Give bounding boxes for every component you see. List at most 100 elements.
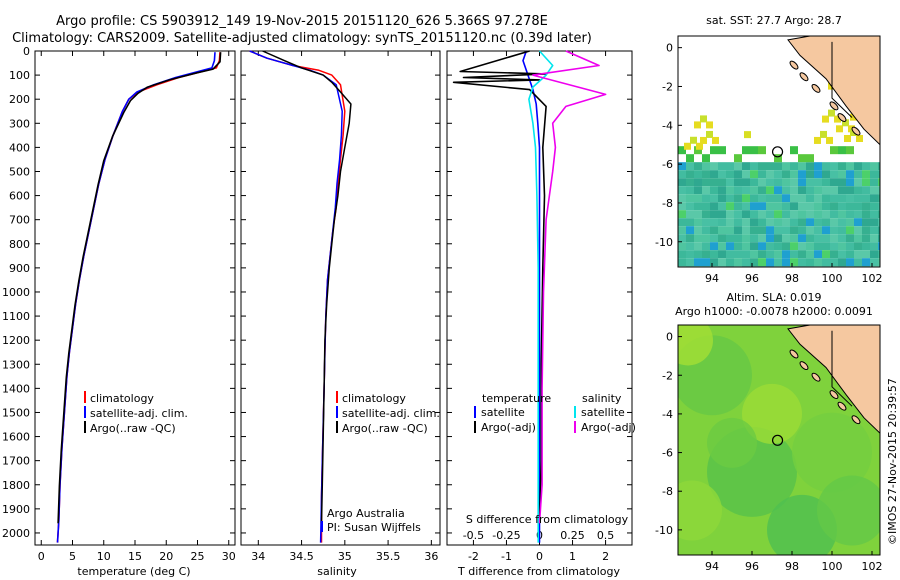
island — [829, 101, 839, 111]
sst-cell — [838, 210, 846, 219]
sst-cell — [806, 194, 814, 203]
series-line-climatology — [249, 50, 346, 543]
sst-cell — [854, 186, 862, 195]
x-tick-label: 34 — [251, 550, 265, 563]
sst-cell — [742, 170, 750, 179]
sst-cell — [814, 136, 821, 144]
sst-cell — [774, 218, 782, 227]
temperature-legend: climatology satellite-adj. clim. Argo(..… — [84, 391, 188, 435]
y-tick-label: 600 — [9, 190, 30, 203]
sst-cell — [702, 210, 710, 219]
island — [851, 415, 861, 425]
sst-cell — [838, 186, 846, 195]
sst-cell — [694, 121, 701, 129]
sst-cell — [766, 210, 774, 219]
legend-swatch-satellite — [84, 406, 86, 418]
sst-cell — [862, 234, 870, 243]
series-line-s-argo-adj- — [532, 50, 607, 524]
sst-cell — [702, 154, 710, 163]
sst-cell — [862, 162, 870, 171]
sst-cell — [702, 194, 710, 203]
sst-cell — [694, 178, 702, 187]
sst-cell — [710, 218, 718, 227]
island — [837, 113, 847, 122]
sst-cell — [862, 202, 870, 211]
sst-cell — [838, 234, 846, 243]
sst-cell — [758, 234, 766, 243]
sst-cell — [830, 226, 838, 235]
sst-cell — [822, 162, 830, 171]
sst-cell — [710, 162, 718, 171]
sst-cell — [718, 210, 726, 219]
sst-cell — [862, 258, 870, 267]
sst-cell — [822, 202, 830, 211]
x-tick-label: 10 — [97, 550, 111, 563]
s-tick-label: -0.25 — [492, 529, 520, 542]
sst-cell — [726, 194, 734, 203]
sst-cell — [750, 210, 758, 219]
sla-blob — [742, 383, 802, 444]
sst-cell — [846, 162, 854, 171]
lat-tick-label: -8 — [662, 485, 673, 498]
legend-label-climatology: climatology — [342, 392, 406, 405]
sst-cell — [790, 162, 798, 171]
sst-cell — [830, 258, 838, 267]
y-tick-label: 1700 — [2, 455, 30, 468]
x-tick-label: 35 — [338, 550, 352, 563]
sst-cell — [686, 226, 694, 235]
sst-cell — [870, 234, 878, 243]
lon-tick-label: 98 — [785, 272, 799, 285]
sst-cell — [822, 170, 830, 179]
sst-cell — [694, 218, 702, 227]
sla-blob — [678, 325, 713, 366]
sst-cell — [774, 154, 782, 163]
sst-cell — [734, 250, 742, 259]
sst-cell — [830, 234, 838, 243]
sst-cell — [814, 170, 822, 179]
sst-cell — [838, 242, 846, 251]
legend-label-satellite: satellite-adj. clim. — [90, 407, 188, 420]
sst-cell — [870, 170, 878, 179]
sst-cell — [854, 242, 862, 251]
sst-cell — [830, 242, 838, 251]
sst-cell — [782, 218, 790, 227]
sst-cell — [782, 242, 790, 251]
sst-cell — [710, 202, 718, 211]
sst-cell — [766, 162, 774, 171]
sst-cell — [694, 170, 702, 179]
lat-tick-label: -10 — [655, 236, 673, 249]
legend-label-s-satellite: satellite — [581, 406, 625, 419]
legend-swatch-s-satellite — [574, 406, 576, 418]
y-tick-label: 1500 — [2, 406, 30, 419]
sst-cell — [734, 242, 742, 251]
y-tick-label: 300 — [9, 117, 30, 130]
sst-cell — [678, 170, 686, 179]
sst-cell — [758, 258, 766, 267]
sst-cell — [774, 194, 782, 203]
sst-cell — [702, 226, 710, 235]
sst-cell — [870, 202, 878, 211]
sst-cell — [830, 202, 838, 211]
sst-cell — [718, 250, 726, 259]
sst-cell — [862, 170, 870, 179]
sst-cell — [758, 146, 766, 155]
sst-cell — [798, 258, 806, 267]
sst-cell — [758, 186, 766, 195]
sst-cell — [846, 170, 854, 179]
sst-cell — [726, 242, 734, 251]
sst-cell — [862, 226, 870, 235]
x-tick-label: -2 — [468, 550, 479, 563]
annotation-pi: PI: Susan Wijffels — [327, 521, 421, 534]
sst-cell — [806, 210, 814, 219]
sst-cell — [854, 202, 862, 211]
sst-cell — [710, 242, 718, 251]
sst-cell — [718, 170, 726, 179]
sst-cell — [686, 210, 694, 219]
sst-cell — [790, 210, 798, 219]
sst-cell — [814, 218, 822, 227]
series-line-argo-raw-qc- — [262, 50, 352, 524]
series-line-t-argo-adj- — [452, 50, 547, 524]
sst-cell — [718, 178, 726, 187]
lat-tick-label: 0 — [666, 42, 673, 55]
sst-cell — [798, 194, 806, 203]
